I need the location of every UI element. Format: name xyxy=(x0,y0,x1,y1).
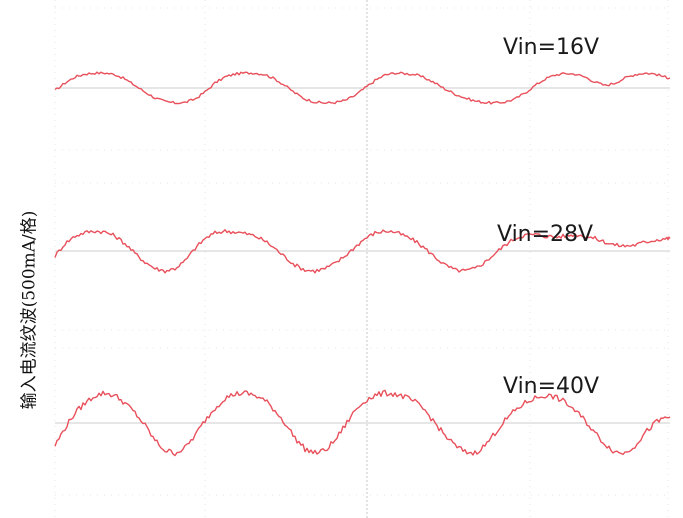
waveform-traces xyxy=(54,71,671,457)
waveform-trace-3 xyxy=(54,389,671,457)
trace-labels: Vin=16V Vin=28V Vin=40V xyxy=(497,35,599,399)
trace-label-2: Vin=28V xyxy=(497,222,593,247)
y-axis-label: 输入电流纹波(500mA/格) xyxy=(20,211,40,410)
waveform-trace-2 xyxy=(54,229,671,274)
trace-label-1: Vin=16V xyxy=(503,35,599,60)
trace-label-3: Vin=40V xyxy=(503,374,599,399)
trace-baselines xyxy=(55,87,670,424)
oscilloscope-grid xyxy=(54,0,670,518)
waveform-trace-1 xyxy=(54,71,671,105)
